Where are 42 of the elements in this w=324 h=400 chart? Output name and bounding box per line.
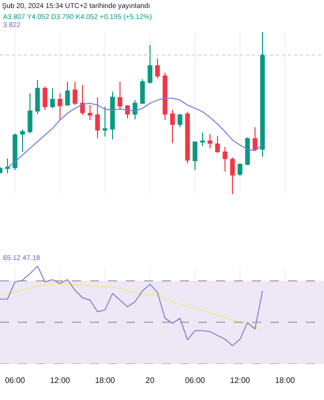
x-tick-label: 06:00 [184,376,206,385]
candlestick [208,134,212,149]
candlestick [65,81,70,106]
candlestick [245,136,250,166]
candlestick [155,58,160,79]
candlestick [88,104,92,120]
candlestick [238,162,242,177]
candlestick [140,78,145,104]
x-tick-label: 20 [146,376,155,385]
candlestick [5,158,10,174]
candlestick [178,113,182,128]
candlestick [72,81,78,106]
candlestick [132,100,138,120]
candlestick [230,156,235,194]
candlestick [200,132,205,147]
candlestick [110,91,115,140]
candlestick [58,92,62,120]
candlestick [102,106,108,138]
x-tick-label: 06:00 [4,376,26,385]
candlestick [95,96,100,139]
x-tick-label: 18:00 [94,376,116,385]
candlestick [170,109,175,144]
candlestick [50,88,55,109]
candlestick [162,72,168,120]
x-tick-label: 12:00 [230,376,251,385]
x-tick-label: 12:00 [50,376,71,385]
x-tick-label: 18:00 [274,376,296,385]
candlestick [260,32,265,158]
candlestick [252,126,258,152]
candlestick [148,44,152,84]
candlestick [118,81,122,110]
candlestick [125,104,130,119]
candlestick [12,132,18,171]
candlestick [192,141,198,171]
candlestick [20,128,25,152]
candlestick [222,146,228,172]
candlestick [28,92,32,134]
candlestick [215,136,220,154]
candlestick [35,79,40,114]
candlestick [42,86,48,110]
candlestick [185,111,190,164]
candlestick [80,84,85,116]
